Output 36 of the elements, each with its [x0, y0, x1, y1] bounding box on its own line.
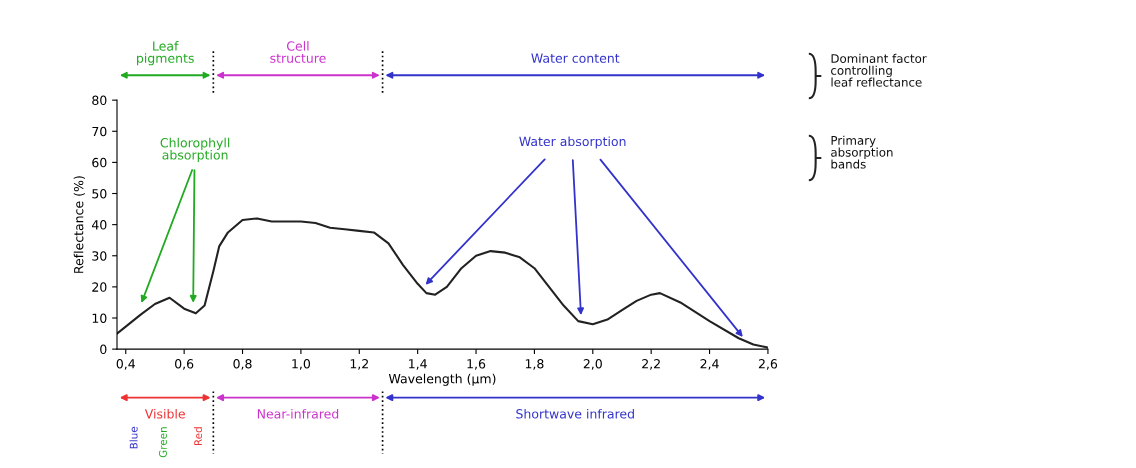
text: Primary absorption bands [831, 135, 893, 169]
x-tick-label: 2,2 [642, 359, 660, 370]
text: Visible [144, 408, 185, 419]
text: Cell structure [270, 41, 326, 63]
text: Dominant factor controlling leaf reflectance [831, 53, 927, 87]
text: Red [193, 427, 203, 446]
y-tick-label: 10 [92, 313, 107, 323]
text: Near-infrared [257, 408, 339, 419]
y-tick-label: 50 [92, 188, 107, 199]
text: Shortwave infrared [516, 408, 634, 419]
y-tick-label: 20 [92, 282, 107, 292]
text: Leaf pigments [137, 41, 194, 66]
x-axis-title: Wavelength (μm) [388, 373, 496, 386]
x-tick-label: 1,2 [350, 359, 368, 370]
y-tick-label: 40 [91, 220, 107, 230]
x-tick-label: 2,4 [700, 359, 719, 370]
y-tick-label: 80 [92, 95, 107, 106]
annotation: Chlorophyll absorption [160, 137, 230, 163]
y-tick-label: 60 [92, 157, 107, 168]
y-axis-title: Reflectance (%) [73, 176, 85, 273]
x-tick-label: 1,0 [292, 359, 311, 370]
x-tick-label: 0,6 [175, 359, 194, 370]
x-tick-label: 2,6 [758, 359, 778, 370]
x-tick-label: 2,0 [583, 359, 602, 370]
text: Green [159, 427, 167, 458]
x-tick-label: 0,4 [116, 359, 135, 370]
x-tick-label: 1,4 [409, 359, 427, 370]
x-tick-label: 1,6 [467, 359, 486, 370]
y-tick-label: 0 [100, 344, 107, 355]
y-tick-label: 30 [92, 251, 107, 261]
y-tick-label: 70 [92, 126, 107, 137]
x-tick-label: 0,8 [233, 359, 252, 370]
annotation: Water absorption [519, 136, 626, 149]
text: Water content [531, 53, 620, 63]
text: Blue [129, 426, 138, 449]
x-tick-label: 1,8 [525, 359, 544, 370]
